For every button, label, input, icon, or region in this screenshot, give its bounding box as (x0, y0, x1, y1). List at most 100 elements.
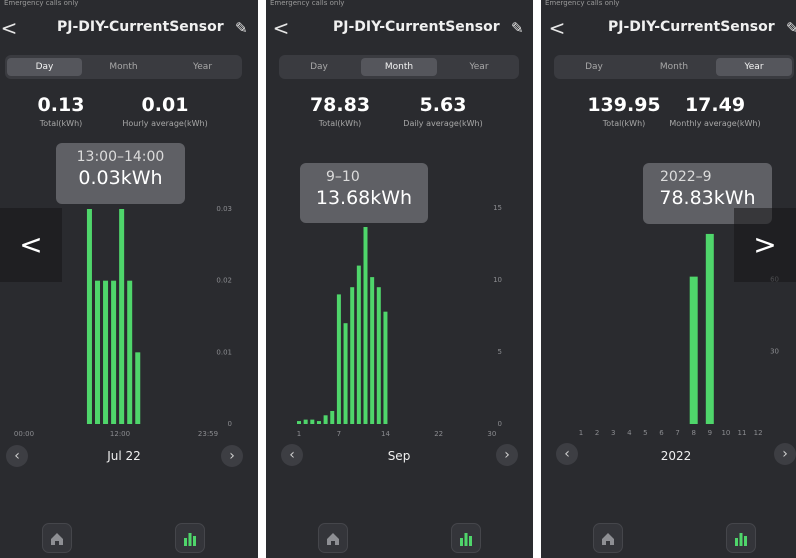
page-title: PJ-DIY-CurrentSensor (57, 19, 224, 35)
chart-bar (127, 280, 133, 424)
tab-year[interactable]: Year (469, 62, 489, 72)
period-label: 2022 (660, 449, 692, 463)
chart-bar (103, 280, 109, 424)
home-tab-button[interactable] (42, 523, 72, 553)
bar-chart-icon (460, 533, 472, 546)
chart-bar (705, 233, 714, 424)
status-bar: Emergency calls only (545, 0, 620, 7)
chart-bar (95, 280, 100, 424)
chart-bar (297, 421, 301, 424)
tab-year[interactable]: Year (192, 62, 213, 72)
total-value: 139.95 (587, 94, 661, 116)
tooltip-value: 0.03kWh (78, 167, 163, 189)
tab-day[interactable]: Day (585, 62, 603, 72)
x-tick-label: 30 (487, 430, 496, 438)
day-view-panel: Emergency calls only < PJ-DIY-CurrentSen… (0, 0, 258, 558)
chart-bar (370, 277, 375, 424)
swipe-prev-icon[interactable]: < (0, 208, 62, 282)
y-tick-label: 5 (498, 348, 502, 356)
next-period-button[interactable]: › (774, 443, 796, 465)
swipe-next-icon[interactable]: > (734, 208, 796, 282)
tooltip-header: 9–10 (326, 169, 360, 185)
chart-bar (316, 421, 321, 424)
x-tick-label: 5 (643, 429, 647, 437)
status-bar: Emergency calls only (270, 0, 345, 7)
y-tick-label: 0 (228, 420, 232, 428)
back-button[interactable]: < (0, 16, 18, 40)
y-tick-label: 15 (493, 204, 502, 212)
chart-bar (119, 209, 125, 424)
chart-bar (323, 415, 328, 424)
x-tick-label: 11 (738, 429, 747, 437)
page-title: PJ-DIY-CurrentSensor (608, 19, 775, 35)
average-label: Daily average(kWh) (403, 119, 483, 128)
edit-icon[interactable]: ✎ (511, 19, 524, 37)
period-label: Sep (387, 449, 411, 463)
chart-bar (336, 294, 341, 424)
previous-period-button[interactable]: ‹ (556, 443, 578, 465)
average-label: Monthly average(kWh) (669, 119, 761, 128)
y-tick-label: 0.03 (216, 205, 232, 213)
chart-bar (383, 311, 388, 424)
tooltip-value: 13.68kWh (315, 187, 413, 209)
daily-energy-chart: 0 5 10 15 1 7 14 22 30 (297, 204, 502, 438)
x-tick-label: 10 (721, 429, 730, 437)
average-value: 17.49 (684, 94, 746, 116)
bar-chart-icon (184, 533, 196, 546)
month-view-panel: Emergency calls only < PJ-DIY-CurrentSen… (266, 0, 533, 558)
total-label: Total(kWh) (39, 119, 83, 128)
y-tick-label: 10 (493, 276, 502, 284)
total-value: 78.83 (309, 94, 371, 116)
x-tick-label: 1 (297, 430, 301, 438)
x-tick-label: 12 (754, 429, 763, 437)
tab-month[interactable]: Month (361, 58, 437, 76)
home-icon (327, 533, 339, 545)
chart-bar (330, 410, 335, 424)
chart-bar (303, 419, 308, 424)
chart-bar (86, 209, 92, 424)
statistics-tab-button[interactable] (175, 523, 205, 553)
back-button[interactable]: < (272, 16, 290, 40)
chart-bar (356, 265, 361, 424)
tooltip-header: 2022–9 (660, 169, 712, 185)
x-tick-label: 7 (675, 429, 679, 437)
home-tab-button[interactable] (318, 523, 348, 553)
period-segmented-control: Day Month Year (5, 55, 242, 79)
chart-bar (350, 287, 355, 424)
status-bar: Emergency calls only (4, 0, 79, 7)
chart-bar (376, 287, 381, 424)
next-period-button[interactable]: › (221, 445, 243, 467)
previous-period-button[interactable]: ‹ (281, 444, 303, 466)
tab-month[interactable]: Month (109, 62, 138, 72)
average-value: 5.63 (419, 94, 467, 116)
hourly-energy-chart: 0 0.01 0.02 0.03 00:00 12:00 23:59 (14, 205, 232, 438)
average-value: 0.01 (141, 94, 189, 116)
chart-bar (689, 276, 698, 424)
tab-year[interactable]: Year (716, 58, 792, 76)
total-label: Total(kWh) (602, 119, 646, 128)
chart-tooltip: 13:00–14:00 0.03kWh (56, 143, 185, 204)
home-tab-button[interactable] (593, 523, 623, 553)
next-period-button[interactable]: › (496, 444, 518, 466)
statistics-tab-button[interactable] (726, 523, 756, 553)
chart-bar (135, 352, 141, 424)
x-tick-label: 23:59 (198, 430, 218, 438)
x-tick-label: 1 (579, 429, 583, 437)
edit-icon[interactable]: ✎ (235, 19, 248, 37)
tab-day[interactable]: Day (310, 62, 328, 72)
y-tick-label: 0 (498, 420, 502, 428)
x-tick-label: 3 (611, 429, 615, 437)
x-tick-label: 00:00 (14, 430, 34, 438)
tab-month[interactable]: Month (659, 62, 689, 72)
statistics-tab-button[interactable] (451, 523, 481, 553)
edit-icon[interactable]: ✎ (786, 19, 796, 37)
chart-bar (363, 227, 368, 424)
tab-day[interactable]: Day (7, 58, 82, 76)
back-button[interactable]: < (548, 16, 566, 40)
x-tick-label: 8 (691, 429, 695, 437)
period-label: Jul 22 (107, 449, 141, 463)
x-tick-label: 14 (381, 430, 390, 438)
previous-period-button[interactable]: ‹ (6, 445, 28, 467)
x-tick-label: 4 (627, 429, 632, 437)
bar-chart-icon (735, 533, 747, 546)
